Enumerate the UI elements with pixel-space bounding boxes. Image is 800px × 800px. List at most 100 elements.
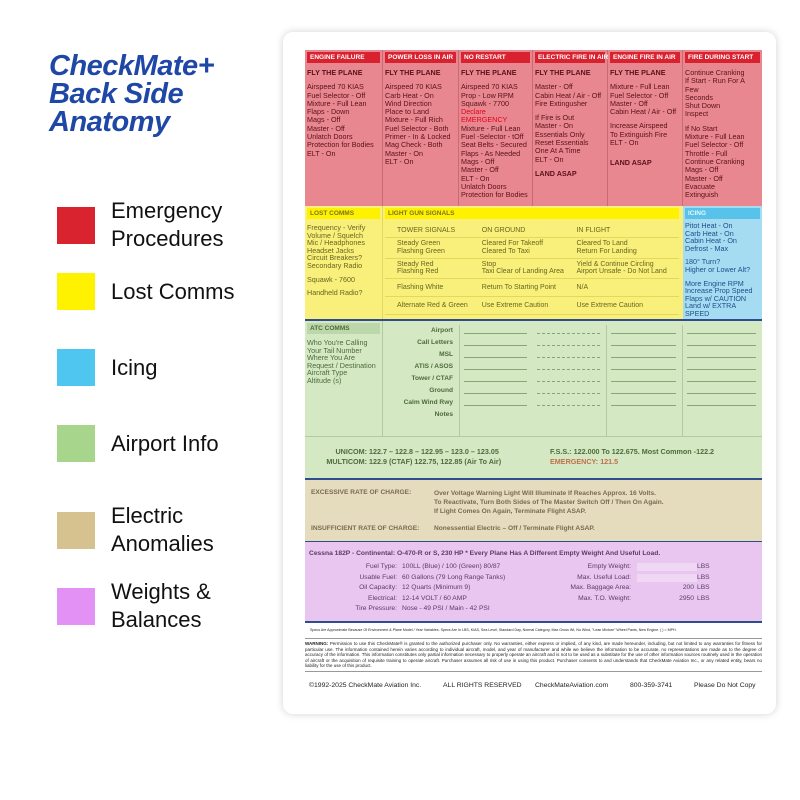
light-gun-cell: Cleared To Land Return For Landing: [576, 240, 637, 255]
checklist-line: LAND ASAP: [535, 168, 577, 178]
blank-entry-line[interactable]: [687, 370, 756, 382]
light-gun-cell: N/A: [576, 283, 589, 291]
atc-comms-item: Your Tail Number: [307, 345, 362, 355]
blank-entry-line[interactable]: [537, 370, 600, 382]
legend-item: Electric Anomalies: [57, 502, 214, 558]
lost-comms-item: Circuit Breakers?: [307, 253, 363, 263]
legend-label: Icing: [111, 354, 158, 380]
checklist-line: One At A Time: [535, 146, 581, 156]
blank-entry-line[interactable]: [537, 322, 600, 334]
checklist-line: Inspect: [685, 109, 709, 119]
checklist-line: Mixture - Full Lean: [610, 82, 670, 92]
blank-entry-line[interactable]: [464, 322, 527, 334]
blank-entry-line[interactable]: [611, 322, 676, 334]
checklist-line: Increase Airspeed: [610, 121, 668, 131]
blank-entry-line[interactable]: [537, 382, 600, 394]
blank-entry-line[interactable]: [537, 346, 600, 358]
checklist-line: FLY THE PLANE: [385, 68, 441, 77]
checklist-line: Protection for Bodies: [307, 140, 374, 150]
blank-entry-line[interactable]: [611, 358, 676, 370]
spec-row: Electrical: 12-14 VOLT / 60 AMP: [305, 594, 565, 605]
blank-entry-line[interactable]: [464, 334, 527, 346]
blank-entry-line[interactable]: [687, 322, 756, 334]
light-gun-cell: Cleared For Takeoff Cleared To Taxi: [481, 240, 544, 255]
atc-comms-item: Where You Are: [307, 353, 355, 363]
emergency-frequency: 121.5: [600, 457, 619, 466]
icing-item: More Engine RPM: [685, 278, 744, 288]
legend-swatch: [57, 511, 95, 549]
emergency-header: FIRE DURING START: [685, 52, 760, 63]
icing-header: ICING: [685, 208, 760, 219]
checklist-line: Airspeed 70 KIAS: [307, 82, 364, 92]
airport-info-section: ATC COMMS Who You're Calling Your Tail Nu…: [305, 321, 762, 479]
blank-entry-line[interactable]: [464, 370, 527, 382]
blank-entry-line[interactable]: [537, 334, 600, 346]
aircraft-spec: Cessna 182P - Continental: O-470-R or S,…: [309, 550, 661, 557]
checklist-line: Prop - Low RPM: [461, 90, 514, 100]
light-gun-cell: IN FLIGHT: [576, 226, 611, 234]
light-gun-row: Alternate Red & Green Use Extreme Caution…: [385, 297, 679, 316]
checklist-line: ELT - On: [307, 148, 336, 158]
lost-comms-item: Handheld Radio?: [307, 288, 363, 298]
light-gun-row: Steady Green Flashing Green Cleared For T…: [385, 238, 679, 259]
weight-label: Max. Baggage Area:: [570, 584, 631, 591]
blank-entry-line[interactable]: [464, 358, 527, 370]
blank-entry-line[interactable]: [687, 394, 756, 406]
unicom-frequencies: 122.7 – 122.8 – 122.95 – 123.0 – 123.05: [369, 447, 499, 456]
emergency-header: ENGINE FIRE IN AIR: [610, 52, 680, 63]
blank-entry-line[interactable]: [611, 382, 676, 394]
spec-row: Usable Fuel: 60 Gallons (79 Long Range Ta…: [305, 573, 565, 584]
lost-comms-column: LOST COMMS Frequency - Verify Volume / Sq…: [305, 206, 383, 320]
blank-entry-line[interactable]: [687, 334, 756, 346]
emergency-header: POWER LOSS IN AIR: [385, 52, 456, 63]
legend-swatch: [57, 206, 95, 244]
blank-entry-line[interactable]: [687, 358, 756, 370]
weight-unit: LBS: [697, 563, 710, 570]
checklist-line: Unlatch Doors: [307, 132, 353, 142]
checklist-line: ELT - On: [461, 173, 490, 183]
blank-entry-line[interactable]: [464, 346, 527, 358]
blank-entry-line[interactable]: [537, 394, 600, 406]
blank-entry-line[interactable]: [687, 382, 756, 394]
checklist-line: Mixture - Full Rich: [385, 115, 443, 125]
atc-comms-column: ATC COMMS Who You're Calling Your Tail Nu…: [305, 321, 383, 436]
weight-value[interactable]: [637, 573, 697, 582]
blank-entry-line[interactable]: [611, 346, 676, 358]
blank-entry-line[interactable]: [464, 394, 527, 406]
legend-swatch: [57, 587, 95, 625]
checklist-line: FLY THE PLANE: [610, 68, 666, 77]
airport-field-label: Tower / CTAF: [411, 375, 453, 382]
emergency-procedures-section: ENGINE FAILURE FLY THE PLANE Airspeed 70 K…: [305, 50, 762, 206]
weight-row: Max. T.O. Weight: 2950 LBS: [535, 594, 735, 605]
copyright: ©1992-2025 CheckMate Aviation Inc.: [309, 682, 422, 689]
spec-value: 60 Gallons (79 Long Range Tanks): [402, 573, 506, 581]
emergency-column: ENGINE FIRE IN AIR FLY THE PLANE Mixture -…: [608, 50, 683, 206]
emergency-header: ELECTRIC FIRE IN AIR: [535, 52, 608, 63]
website-link[interactable]: CheckMateAviation.com: [535, 682, 609, 689]
blank-entry-line[interactable]: [537, 358, 600, 370]
checklist-line: Master - Off: [461, 165, 499, 175]
checklist-line: Essentials Only: [535, 129, 585, 139]
light-gun-cell: Use Extreme Caution: [576, 301, 643, 309]
blank-entry-line[interactable]: [611, 334, 676, 346]
checklist-line: Fuel Selector - Off: [685, 140, 744, 150]
weight-value[interactable]: [637, 563, 697, 571]
lost-comms-item: Volume / Squelch: [307, 230, 363, 240]
spec-label: Usable Fuel:: [359, 573, 397, 581]
light-gun-cell: Steady Green Flashing Green: [397, 240, 445, 255]
blank-entry-line[interactable]: [611, 370, 676, 382]
checklist-line: Fuel Selector - Off: [307, 90, 366, 100]
blank-entry-line[interactable]: [464, 382, 527, 394]
checklist-line: Master - Off: [535, 82, 573, 92]
spec-row: Tire Pressure: Nose - 49 PSI / Main - 42 …: [305, 604, 565, 615]
checklist-line: Fuel -Selector - tOff: [461, 132, 524, 142]
blank-entry-line[interactable]: [611, 394, 676, 406]
rights-reserved: ALL RIGHTS RESERVED: [443, 682, 522, 689]
light-gun-cell: Steady Red Flashing Red: [397, 260, 439, 276]
airport-field-label: Notes: [434, 411, 453, 418]
blank-entry-line[interactable]: [687, 346, 756, 358]
light-gun-cell: Flashing White: [397, 283, 444, 291]
spec-label: Electrical:: [368, 594, 397, 602]
divider: [305, 621, 762, 623]
icing-item: Cabin Heat - On: [685, 236, 737, 246]
